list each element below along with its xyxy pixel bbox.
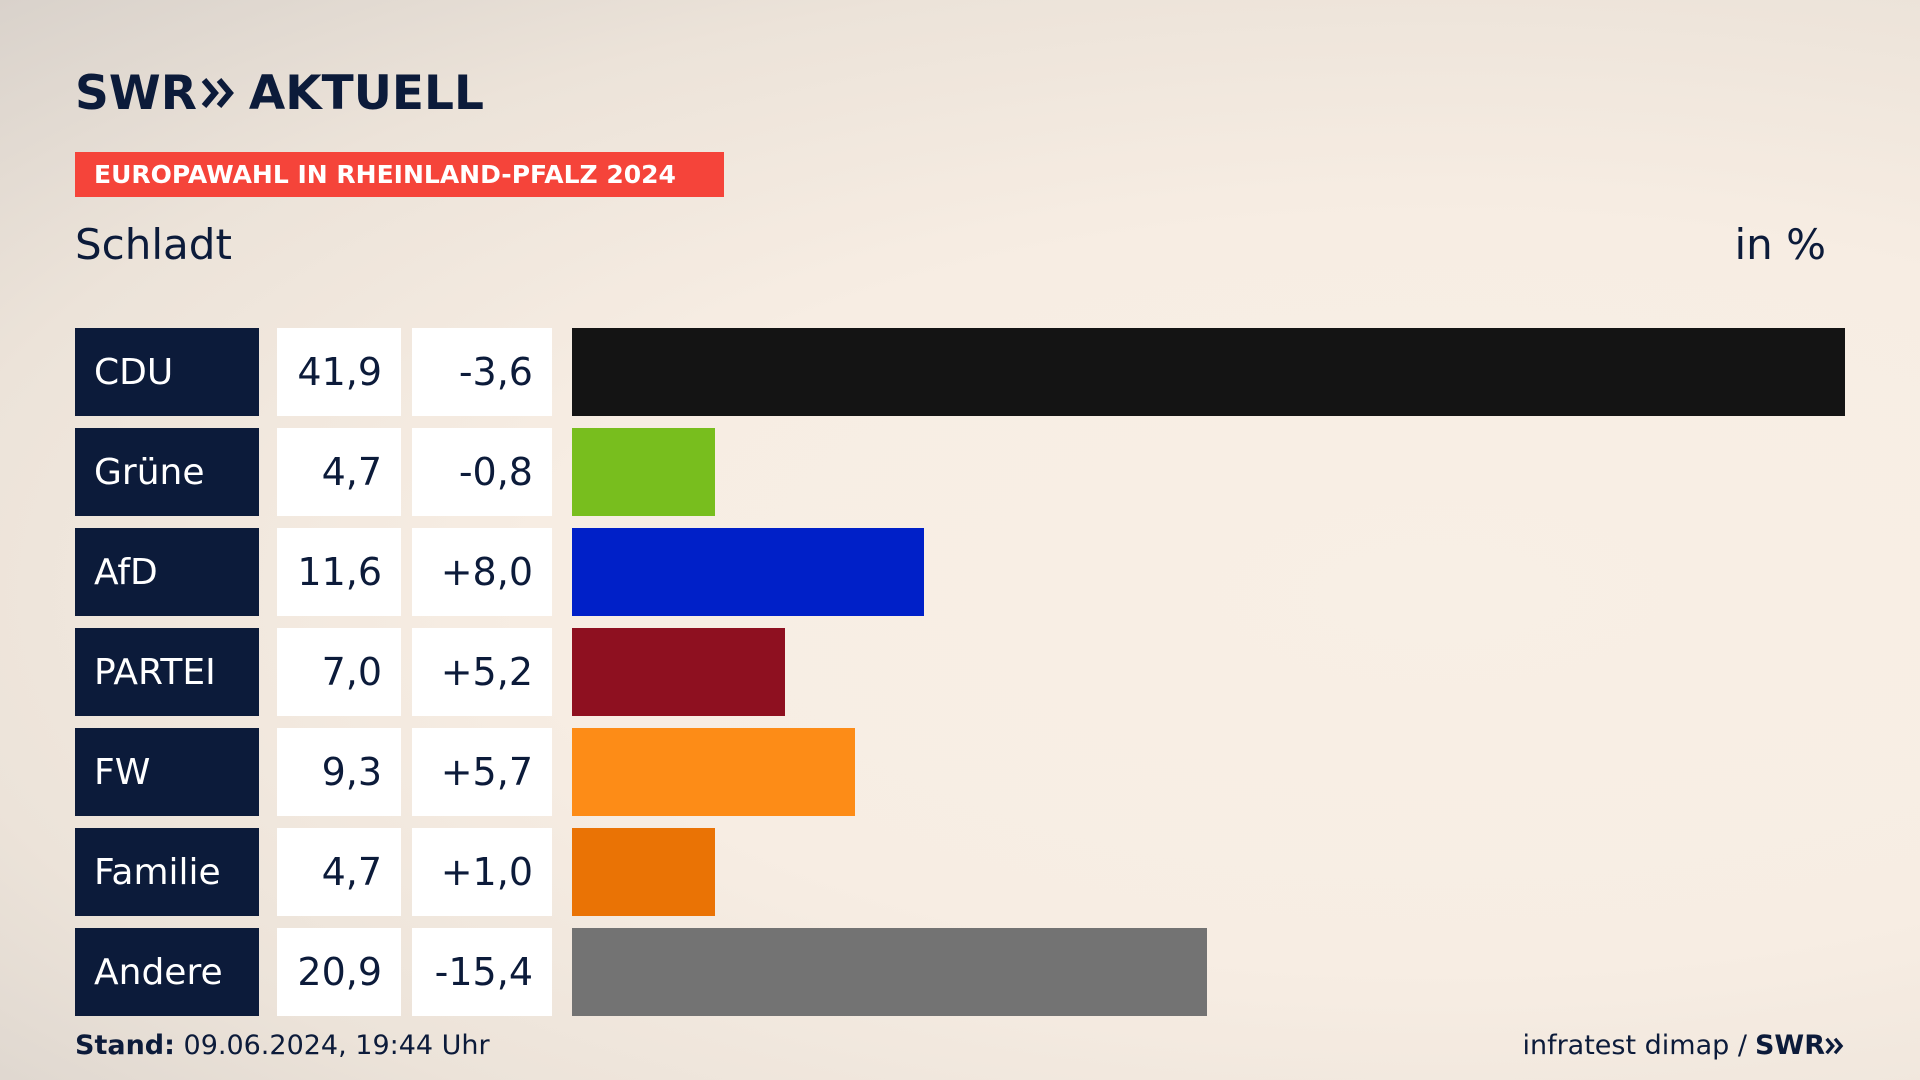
swr-aktuell-logo: SWR AKTUELL: [75, 65, 484, 121]
change-label: -0,8: [412, 428, 552, 516]
party-label: Familie: [75, 828, 259, 916]
vote-share-label: 11,6: [277, 528, 401, 616]
small-double-chevron-icon: [1825, 1037, 1844, 1054]
election-banner-text: EUROPAWAHL IN RHEINLAND-PFALZ 2024: [94, 160, 676, 189]
vote-share-label: 4,7: [277, 828, 401, 916]
result-row: PARTEI 7,0 +5,2: [75, 628, 1845, 716]
logo-swr-text: SWR: [75, 65, 197, 121]
election-banner: EUROPAWAHL IN RHEINLAND-PFALZ 2024: [75, 152, 724, 197]
double-chevron-icon: [201, 75, 237, 111]
stand-value: 09.06.2024, 19:44 Uhr: [183, 1030, 490, 1061]
place-title: Schladt: [75, 220, 232, 269]
result-bar: [572, 628, 785, 716]
result-bar: [572, 728, 855, 816]
vote-share-label: 20,9: [277, 928, 401, 1016]
change-label: +5,2: [412, 628, 552, 716]
logo-aktuell-text: AKTUELL: [248, 65, 484, 121]
result-row: Grüne 4,7 -0,8: [75, 428, 1845, 516]
change-label: +5,7: [412, 728, 552, 816]
timestamp: Stand: 09.06.2024, 19:44 Uhr: [75, 1030, 490, 1061]
result-bar: [572, 928, 1207, 1016]
change-label: +1,0: [412, 828, 552, 916]
change-label: +8,0: [412, 528, 552, 616]
result-bar: [572, 828, 715, 916]
result-row: FW 9,3 +5,7: [75, 728, 1845, 816]
party-label: CDU: [75, 328, 259, 416]
vote-share-label: 7,0: [277, 628, 401, 716]
vote-share-label: 41,9: [277, 328, 401, 416]
result-row: CDU 41,9 -3,6: [75, 328, 1845, 416]
source-credit: infratest dimap / SWR: [1522, 1030, 1845, 1061]
result-row: Andere 20,9 -15,4: [75, 928, 1845, 1016]
stand-label: Stand:: [75, 1030, 175, 1061]
change-label: -15,4: [412, 928, 552, 1016]
result-bar: [572, 328, 1845, 416]
result-bar: [572, 428, 715, 516]
result-row: Familie 4,7 +1,0: [75, 828, 1845, 916]
result-bar: [572, 528, 924, 616]
vote-share-label: 4,7: [277, 428, 401, 516]
swr-small-logo-text: SWR: [1754, 1030, 1825, 1061]
change-label: -3,6: [412, 328, 552, 416]
result-row: AfD 11,6 +8,0: [75, 528, 1845, 616]
party-label: Grüne: [75, 428, 259, 516]
unit-label: in %: [1734, 220, 1826, 269]
party-label: FW: [75, 728, 259, 816]
vote-share-label: 9,3: [277, 728, 401, 816]
party-label: Andere: [75, 928, 259, 1016]
swr-small-logo: SWR: [1755, 1030, 1845, 1061]
source-text: infratest dimap /: [1522, 1030, 1747, 1061]
party-label: PARTEI: [75, 628, 259, 716]
party-label: AfD: [75, 528, 259, 616]
